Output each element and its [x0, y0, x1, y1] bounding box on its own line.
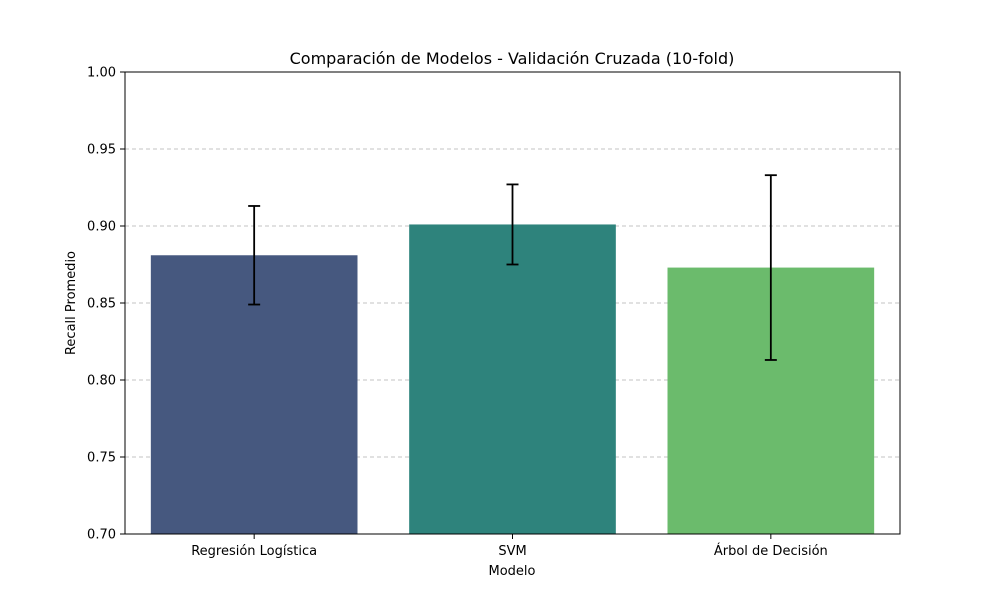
- y-tick-label: 0.70: [87, 528, 116, 543]
- error-bar-arbol-de-decision: [764, 174, 777, 361]
- error-bar-svm: [506, 183, 519, 266]
- y-tick-label: 0.80: [87, 374, 116, 389]
- x-tick-label: Árbol de Decisión: [714, 543, 828, 559]
- x-axis-ticks: Regresión Logística SVM Árbol de Decisión: [191, 534, 828, 559]
- y-tick-label: 1.00: [87, 66, 116, 81]
- bars: [150, 224, 875, 534]
- bar-svm: [409, 224, 616, 534]
- error-bar-regresion-logistica: [248, 205, 261, 306]
- y-axis-label: Recall Promedio: [64, 251, 79, 355]
- y-axis-ticks: 0.70 0.75 0.80 0.85 0.90 0.95 1.00: [87, 66, 125, 543]
- y-tick-label: 0.95: [87, 143, 116, 158]
- y-tick-label: 0.75: [87, 451, 116, 466]
- x-axis-label: Modelo: [489, 564, 536, 579]
- y-tick-label: 0.85: [87, 297, 116, 312]
- error-bars: [248, 174, 777, 361]
- x-tick-label: SVM: [498, 544, 526, 559]
- y-tick-label: 0.90: [87, 220, 116, 235]
- chart-title: Comparación de Modelos - Validación Cruz…: [290, 49, 735, 68]
- x-tick-label: Regresión Logística: [191, 544, 317, 559]
